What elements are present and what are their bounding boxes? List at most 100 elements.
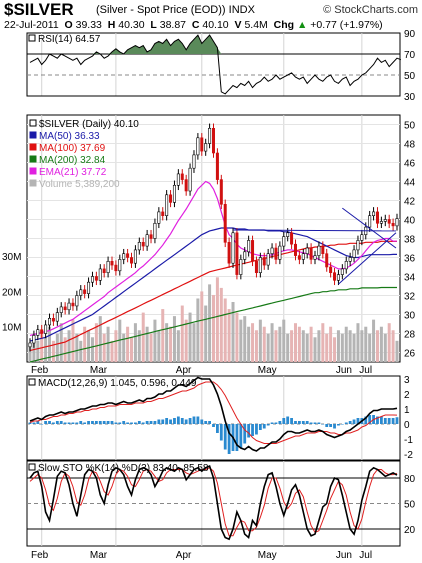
price-candle — [32, 335, 36, 344]
stochastic-tick-label: 80 — [404, 474, 416, 485]
volume-bar — [28, 344, 32, 362]
price-candle — [114, 264, 118, 272]
price-candle — [161, 211, 165, 216]
price-legend-entry: MA(200) 32.84 — [39, 155, 106, 166]
price-candle — [309, 247, 313, 260]
volume-bar — [297, 326, 301, 362]
resistance-trendline — [233, 229, 397, 232]
macd-histogram-bar — [102, 421, 106, 424]
volume-bar — [169, 326, 173, 362]
volume-bar — [48, 326, 52, 362]
exchange-label: INDX — [228, 4, 255, 16]
close-value: 40.10 — [202, 19, 229, 31]
stochastic-month-label: Mar — [90, 550, 108, 561]
volume-bar — [71, 319, 75, 362]
rsi-tick-label: 50 — [404, 71, 416, 82]
price-candle — [180, 173, 184, 180]
macd-histogram-bar — [184, 419, 188, 424]
volume-bar — [122, 333, 126, 362]
price-candle — [395, 218, 399, 227]
chart-symbol: $SILVER — [4, 0, 74, 19]
volume-bar — [348, 330, 352, 362]
price-candle — [379, 221, 383, 224]
price-legend-entry: $SILVER (Daily) 40.10 — [39, 119, 139, 130]
macd-histogram-bar — [368, 415, 372, 424]
volume-bar — [375, 330, 379, 362]
volume-bar — [223, 298, 227, 362]
macd-histogram-bar — [294, 421, 297, 424]
volume-bar — [239, 319, 243, 362]
macd-histogram-bar — [282, 418, 286, 424]
close-label: C — [191, 19, 200, 31]
price-tick-label: 40 — [404, 216, 416, 227]
macd-histogram-bar — [251, 424, 254, 436]
price-candle — [137, 242, 141, 251]
macd-tick-label: 1 — [404, 405, 410, 416]
macd-histogram-bar — [36, 421, 40, 424]
price-candle — [188, 167, 192, 192]
price-candle — [340, 268, 344, 275]
price-candle — [329, 266, 333, 273]
macd-signal-line — [29, 381, 398, 444]
volume-bar — [251, 323, 255, 362]
price-candle — [118, 259, 122, 272]
volume-tick-label: 20M — [2, 287, 21, 298]
macd-histogram-bar — [141, 422, 145, 424]
price-legend-swatch — [29, 143, 37, 151]
ema21-line — [29, 180, 397, 336]
price-candle — [247, 240, 251, 253]
macd-histogram-bar — [32, 422, 36, 424]
quote-line: 22-Jul-2011 O 39.33 H 40.30 L 38.87 C 40… — [4, 19, 383, 31]
macd-histogram-bar — [255, 424, 258, 435]
price-candle — [51, 317, 55, 322]
volume-bar — [243, 316, 247, 362]
macd-histogram-bar — [376, 416, 379, 424]
price-candle — [141, 242, 145, 247]
price-candle — [235, 232, 239, 275]
volume-bar — [165, 323, 169, 362]
macd-histogram-bar — [391, 418, 395, 424]
price-candle — [372, 211, 376, 216]
brand-watermark[interactable]: © StockCharts.com — [323, 4, 418, 16]
rsi-legend-swatch — [28, 34, 36, 42]
macd-tick-label: 0 — [404, 420, 410, 431]
price-candle — [90, 276, 94, 283]
price-candle — [184, 179, 188, 192]
price-candle — [149, 234, 153, 239]
macd-histogram-bar — [44, 421, 48, 424]
volume-bar — [118, 319, 122, 362]
price-candle — [301, 253, 305, 260]
macd-histogram-bar — [239, 424, 243, 448]
macd-histogram-bar — [126, 422, 130, 424]
macd-histogram-bar — [122, 421, 126, 424]
price-tick-label: 50 — [404, 121, 416, 132]
price-candle — [157, 211, 161, 224]
macd-histogram-bar — [274, 422, 278, 424]
macd-histogram-bar — [305, 421, 309, 424]
macd-histogram-bar — [130, 422, 133, 424]
rsi-tick-label: 90 — [404, 29, 416, 40]
volume-bar — [364, 326, 368, 362]
volume-bar — [83, 326, 87, 362]
volume-bar — [336, 330, 340, 362]
price-candle — [71, 302, 75, 307]
price-tick-label: 26 — [404, 349, 416, 360]
macd-histogram-bar — [208, 421, 211, 424]
price-candle — [75, 295, 79, 307]
price-month-label: May — [258, 365, 277, 376]
price-legend-swatch — [29, 179, 37, 187]
macd-histogram-bar — [262, 424, 266, 429]
volume-bar — [282, 319, 286, 362]
stochastic-tick-label: 50 — [404, 500, 416, 511]
macd-histogram-bar — [270, 422, 274, 424]
price-legend-swatch — [29, 119, 37, 127]
price-candle — [28, 342, 32, 348]
macd-histogram-bar — [235, 424, 239, 451]
macd-histogram-bar — [204, 421, 208, 424]
price-candle — [200, 137, 204, 152]
macd-histogram-bar — [317, 422, 321, 424]
volume-label: V — [234, 19, 242, 31]
macd-tick-label: -2 — [404, 450, 413, 461]
chart-description: (Silver - Spot Price (EOD)) INDX — [96, 4, 255, 16]
open-value: 39.33 — [75, 19, 102, 31]
